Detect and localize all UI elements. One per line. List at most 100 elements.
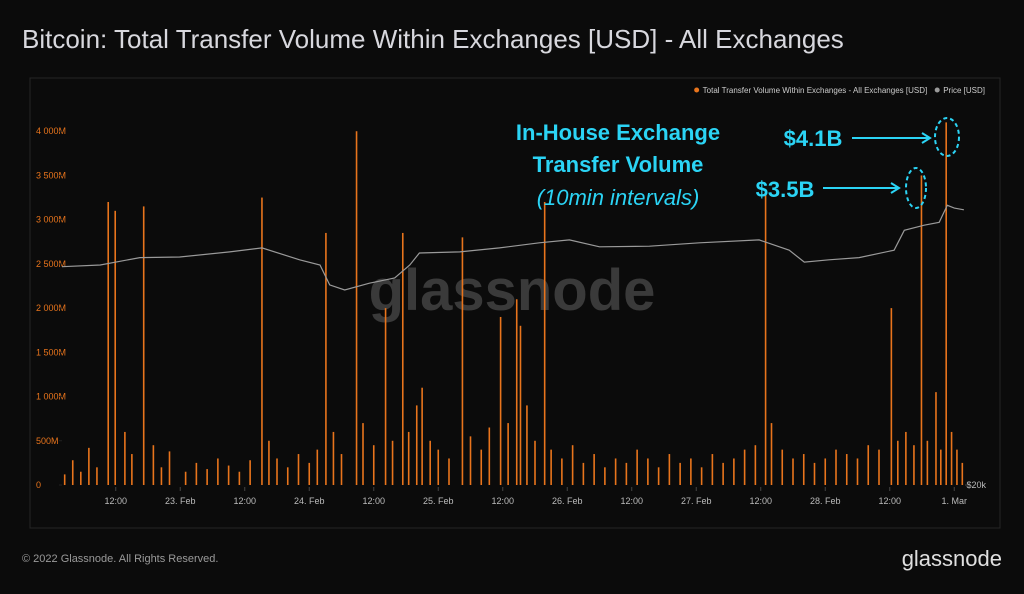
y-tick-label: 500M bbox=[36, 436, 59, 446]
x-tick-label: 12:00 bbox=[749, 496, 772, 506]
watermark: glassnode bbox=[369, 258, 656, 323]
spike bbox=[384, 308, 387, 485]
y-tick-label: 1 000M bbox=[36, 392, 66, 402]
spike bbox=[316, 449, 319, 485]
spike bbox=[940, 449, 942, 485]
spike bbox=[700, 467, 703, 485]
spike bbox=[856, 458, 859, 485]
x-tick-label: 26. Feb bbox=[552, 496, 583, 506]
spike bbox=[690, 458, 692, 485]
highlight bbox=[905, 167, 927, 209]
spike bbox=[604, 467, 606, 485]
spike bbox=[152, 445, 155, 485]
spike bbox=[679, 462, 681, 485]
spike bbox=[813, 462, 816, 485]
spike bbox=[448, 458, 450, 485]
spike bbox=[437, 449, 440, 485]
spike bbox=[131, 454, 133, 485]
annotation: $3.5B bbox=[756, 177, 815, 202]
spike bbox=[488, 427, 491, 485]
annotation: In-House Exchange bbox=[516, 120, 720, 145]
spike bbox=[614, 458, 617, 485]
spike bbox=[582, 462, 585, 485]
spike bbox=[340, 454, 343, 485]
spike bbox=[733, 458, 735, 485]
spike bbox=[88, 447, 90, 485]
x-tick-label: 24. Feb bbox=[294, 496, 325, 506]
spike bbox=[114, 210, 117, 486]
legend-swatch bbox=[694, 87, 700, 93]
spike bbox=[261, 197, 263, 486]
arrow-head bbox=[890, 182, 901, 194]
spike bbox=[217, 458, 219, 485]
spike bbox=[507, 423, 509, 485]
callouts bbox=[823, 117, 960, 209]
x-tick-label: 1. Mar bbox=[941, 496, 967, 506]
spike bbox=[764, 193, 767, 485]
spike bbox=[142, 206, 145, 485]
spike bbox=[722, 462, 724, 485]
spike bbox=[543, 201, 546, 485]
brand: glassnode bbox=[902, 546, 1002, 571]
x-tick-label: 12:00 bbox=[878, 496, 901, 506]
spike bbox=[935, 392, 937, 485]
x-tick-label: 23. Feb bbox=[165, 496, 196, 506]
spike bbox=[897, 440, 899, 485]
y-tick-label: 3 000M bbox=[36, 215, 66, 225]
spike bbox=[905, 431, 907, 485]
spike bbox=[743, 449, 746, 485]
spike bbox=[781, 449, 784, 485]
arrow-head bbox=[921, 132, 932, 144]
y-tick-label: 1 500M bbox=[36, 347, 66, 357]
spike bbox=[845, 454, 848, 485]
spike bbox=[593, 454, 595, 485]
spike bbox=[415, 405, 418, 485]
spike bbox=[308, 462, 311, 485]
spike bbox=[668, 454, 671, 485]
y-tick-label: 0 bbox=[36, 480, 41, 490]
spike bbox=[325, 232, 327, 485]
spike bbox=[80, 471, 82, 485]
legend-swatch bbox=[934, 87, 940, 93]
y-tick-label: 2 000M bbox=[36, 303, 66, 313]
spike bbox=[636, 449, 638, 485]
spike bbox=[461, 237, 464, 485]
spike bbox=[913, 445, 915, 485]
x-tick-label: 25. Feb bbox=[423, 496, 454, 506]
spike bbox=[355, 131, 358, 485]
spike bbox=[519, 325, 522, 485]
spike bbox=[362, 423, 364, 485]
annotations: In-House Exchange Transfer Volume (10min… bbox=[516, 120, 842, 210]
spike bbox=[407, 431, 410, 485]
spike bbox=[195, 462, 198, 485]
spike bbox=[571, 445, 574, 485]
spike bbox=[657, 467, 660, 485]
y-tick-label: 2 500M bbox=[36, 259, 66, 269]
spike bbox=[792, 458, 794, 485]
spike bbox=[526, 405, 528, 485]
spike bbox=[824, 458, 827, 485]
spike bbox=[754, 445, 757, 485]
x-tick-label: 28. Feb bbox=[810, 496, 841, 506]
spike bbox=[878, 449, 880, 485]
spike bbox=[276, 458, 278, 485]
footer: © 2022 Glassnode. All Rights Reserved. bbox=[22, 553, 218, 565]
x-tick-label: 12:00 bbox=[491, 496, 514, 506]
annotation: Transfer Volume bbox=[533, 152, 704, 177]
y-tick-label: 4 000M bbox=[36, 126, 66, 136]
spike bbox=[890, 308, 893, 485]
spike bbox=[515, 299, 518, 485]
spike bbox=[372, 445, 375, 485]
spike bbox=[469, 436, 472, 485]
spike bbox=[401, 232, 404, 485]
spike bbox=[961, 462, 964, 485]
spike bbox=[249, 460, 251, 485]
y-tick-label: 3 500M bbox=[36, 170, 66, 180]
spike bbox=[227, 465, 230, 485]
annotation: (10min intervals) bbox=[537, 185, 700, 210]
spike bbox=[160, 467, 163, 485]
spike bbox=[332, 431, 335, 485]
spike bbox=[480, 449, 483, 485]
spike bbox=[945, 122, 947, 485]
